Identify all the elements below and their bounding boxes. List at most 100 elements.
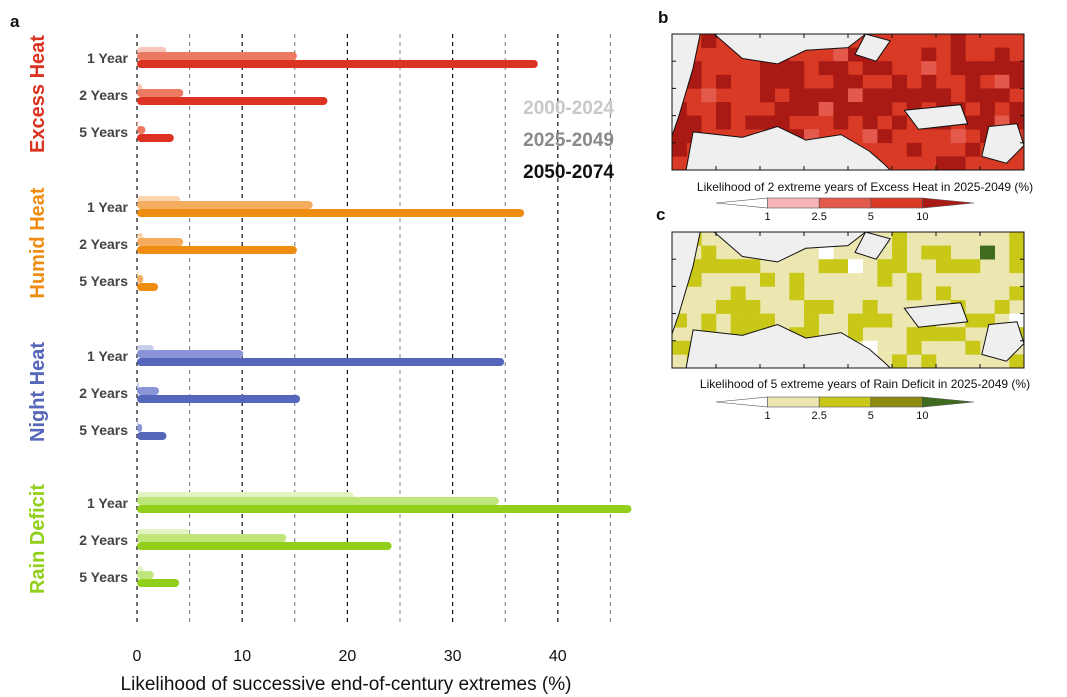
map-cell	[701, 259, 717, 274]
map-cell	[848, 88, 863, 103]
map-cell	[906, 88, 922, 103]
row-label: 5 Years	[79, 569, 128, 585]
legend-period-2: 2025-2049	[523, 130, 614, 151]
colorbar-tick-label: 2.5	[812, 410, 827, 422]
map-cell	[980, 245, 995, 260]
map-cell	[848, 102, 863, 116]
map-cell	[716, 115, 731, 130]
map-cell	[892, 259, 907, 274]
map-cell	[1009, 259, 1025, 274]
map-cell	[980, 102, 995, 116]
row-label: 2 Years	[79, 236, 128, 252]
map-cell	[965, 74, 981, 89]
map-cell	[936, 259, 951, 274]
row-label: 5 Years	[79, 124, 128, 140]
map-cell	[760, 88, 775, 103]
colorbar-segment	[870, 197, 923, 209]
map-cell	[833, 102, 849, 116]
map-cell	[804, 88, 819, 103]
map-cell	[862, 313, 878, 328]
map-cell	[701, 245, 717, 260]
category-labels: Excess Heat Humid Heat Night Heat Rain Defi…	[27, 35, 49, 594]
map-cell	[950, 129, 966, 144]
map-water-region	[981, 123, 1025, 164]
category-label: Humid Heat	[27, 187, 49, 298]
x-tick-label: 30	[444, 648, 462, 665]
map-cell	[745, 115, 761, 130]
map-cell	[701, 34, 717, 48]
map-cell	[1009, 245, 1025, 260]
row-label: 1 Year	[87, 199, 129, 215]
bar-excess-heat-2years-2025-2049	[137, 89, 184, 97]
map-cell	[818, 259, 834, 274]
map-excess-heat	[671, 33, 1025, 171]
bar-excess-heat-5years-2050-2074	[137, 134, 174, 142]
map-cell	[818, 245, 834, 260]
map-cell	[760, 74, 775, 89]
colorbar-tick-label: 1	[765, 211, 771, 223]
map-cell	[730, 259, 746, 274]
colorbar-tick-label: 10	[916, 410, 928, 422]
map-cell	[906, 272, 922, 287]
map-cell	[877, 88, 893, 103]
map-cell	[833, 259, 849, 274]
map-cell	[833, 74, 849, 89]
map-cell	[862, 61, 878, 76]
map-cell	[686, 115, 702, 130]
map-cell	[965, 259, 981, 274]
map-water-region	[903, 104, 969, 130]
map-cell	[921, 245, 937, 260]
bar-rain-deficit-5years-2025-2049	[137, 571, 154, 579]
map-cell	[818, 300, 834, 314]
map-cell	[965, 313, 981, 328]
x-tick-label: 40	[549, 648, 567, 665]
map-cell	[804, 313, 819, 328]
map-cell	[701, 313, 717, 328]
bar-rain-deficit-1year-2050-2074	[137, 505, 632, 513]
map-cell	[994, 47, 1010, 62]
map-cell	[789, 286, 805, 301]
bar-excess-heat-5years-2000-2024	[137, 121, 139, 129]
map-cell	[965, 340, 981, 355]
map-cell	[1009, 286, 1025, 301]
map-cell	[789, 102, 805, 116]
row-label: 2 Years	[79, 532, 128, 548]
map-c-caption: Likelihood of 5 extreme years of Rain De…	[700, 377, 1030, 391]
map-cell	[789, 272, 805, 287]
bar-excess-heat-2years-2050-2074	[137, 97, 328, 105]
map-cell	[950, 61, 966, 76]
map-cell	[789, 61, 805, 76]
bar-excess-heat-5years-2025-2049	[137, 126, 146, 134]
map-cell	[950, 259, 966, 274]
colorbar-start-triangle	[715, 197, 768, 209]
map-cell	[921, 327, 937, 342]
map-cell	[818, 61, 834, 76]
bar-rain-deficit-2years-2025-2049	[137, 534, 287, 542]
map-cell	[921, 74, 937, 89]
colorbar-tick-label: 5	[868, 211, 874, 223]
map-cell	[950, 156, 966, 171]
map-cell	[892, 115, 907, 130]
colorbar-end-triangle	[922, 197, 975, 209]
map-cell	[862, 88, 878, 103]
map-cell	[936, 88, 951, 103]
bar-excess-heat-1year-2025-2049	[137, 52, 297, 60]
row-label: 2 Years	[79, 385, 128, 401]
map-cell	[877, 259, 893, 274]
map-cell	[950, 327, 966, 342]
map-cell	[965, 115, 981, 130]
map-cell	[906, 340, 922, 355]
map-cell	[730, 300, 746, 314]
bar-night-heat-1year-2025-2049	[137, 350, 244, 358]
map-b-caption: Likelihood of 2 extreme years of Excess …	[697, 180, 1033, 194]
map-cell	[936, 286, 951, 301]
map-water-region	[854, 33, 892, 62]
map-cell	[965, 142, 981, 157]
legend-period-1: 2000-2024	[523, 98, 614, 119]
map-cell	[818, 88, 834, 103]
map-cell	[892, 74, 907, 89]
map-cell	[745, 300, 761, 314]
map-cell	[892, 245, 907, 260]
map-cell	[994, 88, 1010, 103]
map-cell	[980, 88, 995, 103]
